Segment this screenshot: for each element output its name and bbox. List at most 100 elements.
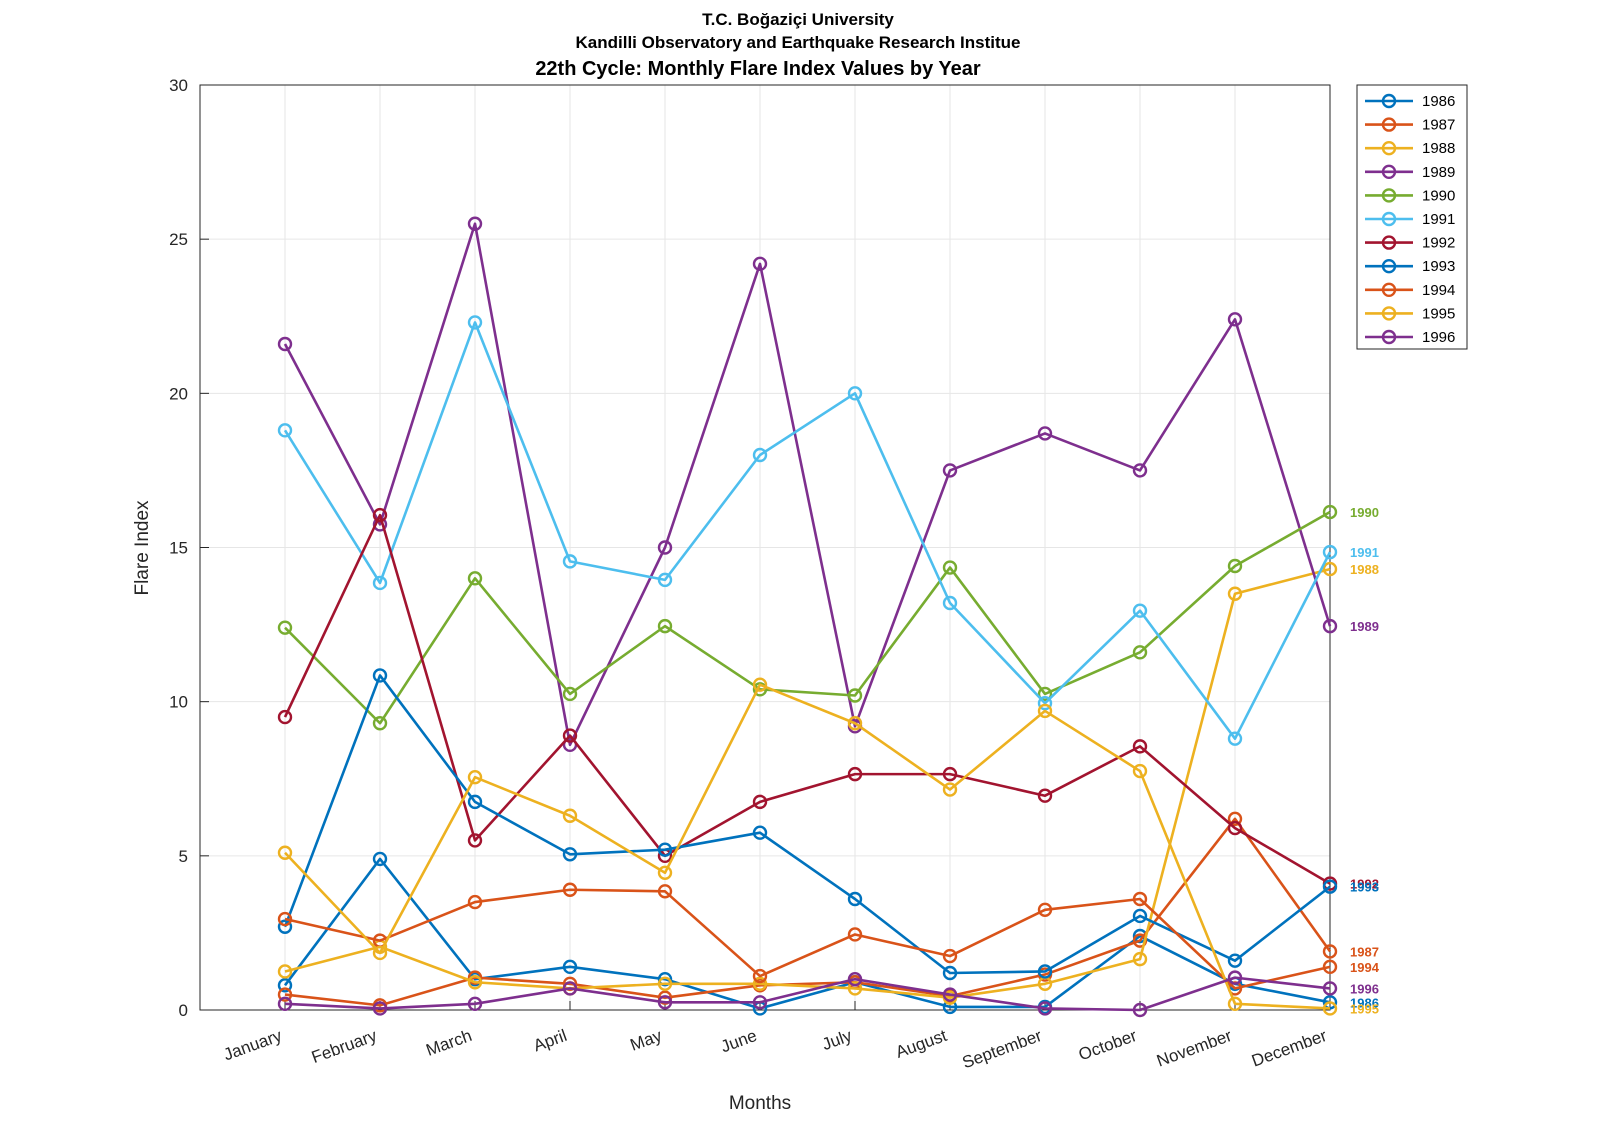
data-point [277, 964, 293, 979]
legend-item-1992: 1992 [1365, 235, 1455, 252]
data-point [847, 927, 863, 942]
data-point [562, 981, 578, 996]
series-end-label: 1986 [1350, 995, 1379, 1010]
series-1990 [277, 504, 1338, 731]
data-point [1322, 504, 1338, 520]
data-point [562, 808, 578, 823]
data-point [372, 1001, 388, 1016]
legend-marker [1381, 282, 1397, 297]
data-point [942, 782, 958, 797]
legend-marker [1381, 259, 1397, 274]
y-tick-label: 30 [169, 76, 188, 95]
series-end-label: 1990 [1350, 505, 1379, 520]
data-point [1037, 1001, 1053, 1016]
chart-title-line-2: Kandilli Observatory and Earthquake Rese… [576, 33, 1021, 52]
data-point [1132, 739, 1148, 754]
data-point [1037, 788, 1053, 803]
legend-label: 1986 [1422, 93, 1455, 110]
legend-marker [1381, 140, 1397, 156]
data-point [1037, 902, 1053, 917]
data-point [1227, 731, 1243, 746]
chart-title-line-1: T.C. Boğaziçi University [702, 10, 894, 29]
data-point [752, 976, 768, 991]
legend: 1986 1987 1988 1989 1990 1991 1992 1993 1994 1995… [1356, 84, 1468, 350]
data-point [752, 968, 768, 984]
data-point [752, 682, 768, 697]
data-point [467, 794, 483, 810]
y-tick-label: 15 [169, 539, 188, 558]
legend-label: 1995 [1422, 305, 1455, 322]
series-end-label: 1993 [1350, 880, 1379, 895]
data-point [1227, 811, 1243, 827]
series-line-1988 [284, 567, 1331, 999]
data-point [277, 911, 293, 927]
data-point [467, 894, 483, 910]
y-tick-label: 5 [179, 847, 188, 866]
data-point [1322, 1001, 1338, 1016]
series-line-1993 [283, 674, 1331, 975]
data-point [1227, 996, 1243, 1012]
data-point [942, 987, 958, 1002]
x-axis-label: Months [729, 1093, 791, 1114]
data-point [847, 981, 863, 996]
data-point [372, 851, 388, 867]
data-point [277, 987, 293, 1002]
data-point [942, 463, 958, 478]
data-point [1322, 944, 1338, 959]
data-point [277, 620, 293, 635]
series-end-label: 1991 [1350, 545, 1379, 560]
data-point [752, 256, 768, 272]
data-point [1322, 561, 1338, 577]
data-point [562, 959, 578, 975]
data-point [562, 554, 578, 569]
legend-item-1993: 1993 [1365, 258, 1455, 275]
data-point [372, 716, 388, 731]
data-point [1132, 763, 1148, 779]
data-point [657, 540, 673, 555]
data-point [1037, 703, 1053, 719]
data-point [562, 686, 578, 702]
legend-item-1994: 1994 [1365, 282, 1455, 299]
data-point [942, 560, 958, 575]
data-point [657, 865, 673, 880]
y-tick-label: 10 [169, 693, 188, 712]
data-point [467, 996, 483, 1012]
series-line-1990 [284, 510, 1331, 725]
data-point [467, 970, 483, 985]
series-end-label: 1996 [1350, 981, 1379, 996]
series-end-label: 1992 [1350, 877, 1379, 892]
data-point [1132, 951, 1148, 967]
data-point [277, 996, 293, 1012]
data-point [277, 845, 293, 860]
legend-label: 1993 [1422, 258, 1455, 275]
data-point [467, 833, 483, 848]
data-point [277, 336, 293, 352]
data-point [372, 668, 388, 683]
legend-item-1987: 1987 [1365, 117, 1455, 134]
series-1996 [277, 970, 1338, 1018]
series-line-1989 [283, 222, 1332, 747]
data-point [1037, 686, 1053, 702]
legend-label: 1990 [1422, 187, 1455, 204]
series-end-label: 1989 [1350, 619, 1379, 634]
series-1995 [277, 677, 1338, 1016]
chart-title-line-3: 22th Cycle: Monthly Flare Index Values b… [535, 58, 981, 80]
series-line-1992 [283, 513, 1331, 885]
data-point [657, 990, 673, 1005]
data-point [657, 971, 673, 987]
data-point [752, 794, 768, 810]
data-point [657, 995, 673, 1010]
data-point [467, 770, 483, 785]
legend-box [1356, 84, 1468, 350]
data-point [467, 216, 483, 231]
legend-marker [1381, 306, 1397, 321]
series-lines [277, 216, 1338, 1018]
legend-label: 1989 [1422, 164, 1455, 181]
data-point [1227, 953, 1243, 968]
data-point [1322, 879, 1338, 894]
series-line-1991 [283, 321, 1332, 740]
legend-marker [1381, 329, 1397, 345]
data-point [752, 995, 768, 1010]
